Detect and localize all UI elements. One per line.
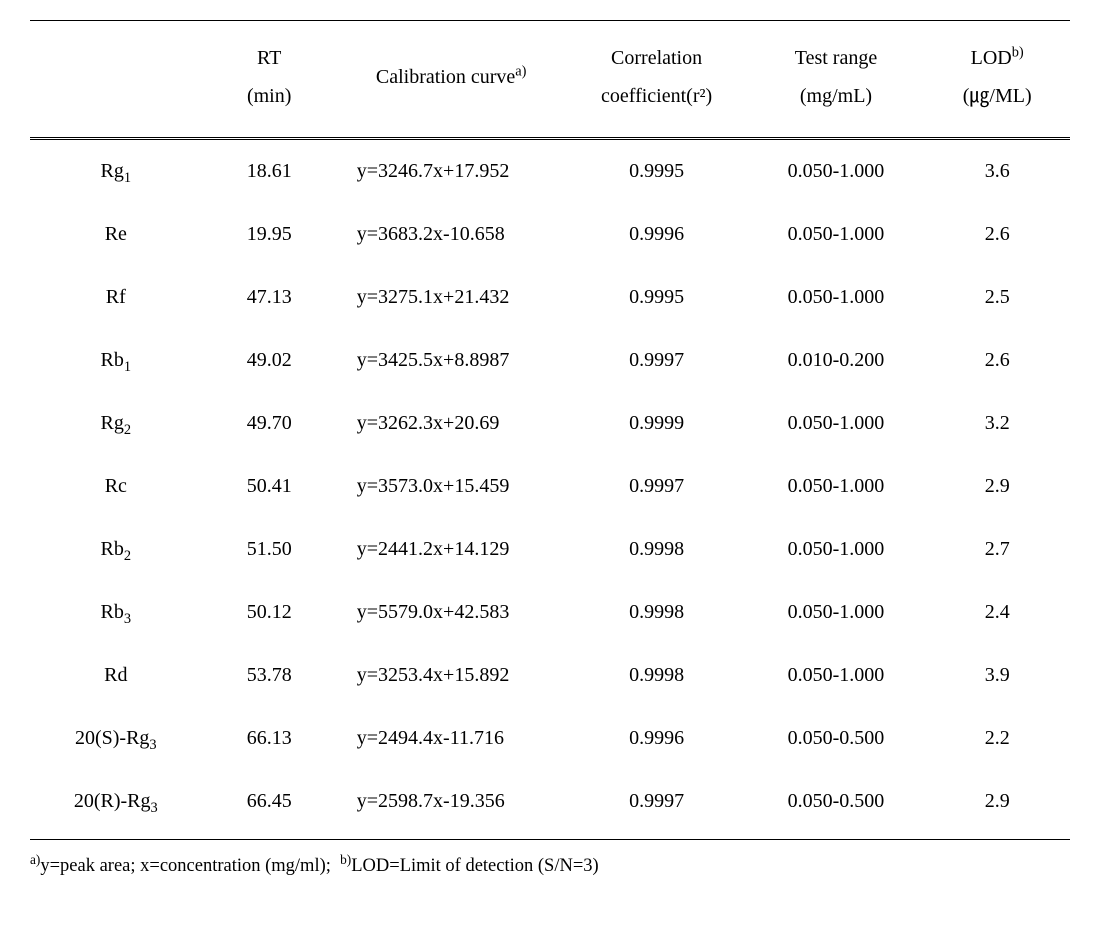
header-rt: RT(min) [202, 21, 337, 139]
footnote-b-marker: b) [340, 852, 351, 867]
table-row: Rf47.13y=3275.1x+21.4320.99950.050-1.000… [30, 266, 1070, 329]
cell-compound-name: 20(R)-Rg3 [30, 770, 202, 840]
cell-correlation: 0.9997 [566, 770, 748, 840]
cell-calibration: y=3275.1x+21.432 [337, 266, 566, 329]
cell-lod: 2.9 [924, 770, 1070, 840]
cell-correlation: 0.9998 [566, 581, 748, 644]
cell-test-range: 0.050-1.000 [748, 266, 925, 329]
cell-compound-name: Rd [30, 644, 202, 707]
cell-test-range: 0.050-1.000 [748, 644, 925, 707]
cell-compound-name: Rg2 [30, 392, 202, 455]
cell-compound-name: Rb2 [30, 518, 202, 581]
table-row: Rc50.41y=3573.0x+15.4590.99970.050-1.000… [30, 455, 1070, 518]
cell-lod: 2.6 [924, 329, 1070, 392]
cell-compound-name: 20(S)-Rg3 [30, 707, 202, 770]
cell-lod: 2.9 [924, 455, 1070, 518]
cell-test-range: 0.050-1.000 [748, 139, 925, 204]
cell-calibration: y=3246.7x+17.952 [337, 139, 566, 204]
cell-rt: 47.13 [202, 266, 337, 329]
header-correlation: Correlationcoefficient(r²) [566, 21, 748, 139]
cell-calibration: y=3425.5x+8.8987 [337, 329, 566, 392]
cell-test-range: 0.050-1.000 [748, 203, 925, 266]
cell-calibration: y=3573.0x+15.459 [337, 455, 566, 518]
cell-test-range: 0.050-0.500 [748, 770, 925, 840]
cell-lod: 2.5 [924, 266, 1070, 329]
footnote-a-marker: a) [30, 852, 40, 867]
table-row: 20(R)-Rg366.45y=2598.7x-19.3560.99970.05… [30, 770, 1070, 840]
cell-correlation: 0.9999 [566, 392, 748, 455]
cell-lod: 2.7 [924, 518, 1070, 581]
cell-lod: 3.2 [924, 392, 1070, 455]
table-row: Rd53.78y=3253.4x+15.8920.99980.050-1.000… [30, 644, 1070, 707]
cell-test-range: 0.050-0.500 [748, 707, 925, 770]
cell-calibration: y=2598.7x-19.356 [337, 770, 566, 840]
cell-calibration: y=5579.0x+42.583 [337, 581, 566, 644]
cell-lod: 3.6 [924, 139, 1070, 204]
table-row: 20(S)-Rg366.13y=2494.4x-11.7160.99960.05… [30, 707, 1070, 770]
table-row: Rb350.12y=5579.0x+42.5830.99980.050-1.00… [30, 581, 1070, 644]
cell-test-range: 0.050-1.000 [748, 455, 925, 518]
cell-compound-name: Rg1 [30, 139, 202, 204]
header-name [30, 21, 202, 139]
header-calibration: Calibration curvea) [337, 21, 566, 139]
cell-rt: 19.95 [202, 203, 337, 266]
cell-correlation: 0.9995 [566, 266, 748, 329]
cell-lod: 2.4 [924, 581, 1070, 644]
cell-rt: 49.70 [202, 392, 337, 455]
table-row: Re19.95y=3683.2x-10.6580.99960.050-1.000… [30, 203, 1070, 266]
ginsenoside-calibration-table: RT(min) Calibration curvea) Correlationc… [30, 20, 1070, 840]
cell-rt: 18.61 [202, 139, 337, 204]
header-lod: LODb)(㎍/ML) [924, 21, 1070, 139]
header-range: Test range(mg/mL) [748, 21, 925, 139]
table-row: Rb251.50y=2441.2x+14.1290.99980.050-1.00… [30, 518, 1070, 581]
cell-correlation: 0.9997 [566, 455, 748, 518]
cell-compound-name: Re [30, 203, 202, 266]
cell-rt: 53.78 [202, 644, 337, 707]
cell-calibration: y=3253.4x+15.892 [337, 644, 566, 707]
cell-rt: 66.13 [202, 707, 337, 770]
cell-rt: 50.12 [202, 581, 337, 644]
cell-correlation: 0.9996 [566, 203, 748, 266]
table-footnote: a)y=peak area; x=concentration (mg/ml); … [30, 856, 1070, 877]
cell-rt: 66.45 [202, 770, 337, 840]
cell-compound-name: Rc [30, 455, 202, 518]
cell-lod: 3.9 [924, 644, 1070, 707]
cell-test-range: 0.050-1.000 [748, 392, 925, 455]
cell-rt: 50.41 [202, 455, 337, 518]
table-row: Rb149.02y=3425.5x+8.89870.99970.010-0.20… [30, 329, 1070, 392]
cell-calibration: y=3683.2x-10.658 [337, 203, 566, 266]
cell-correlation: 0.9997 [566, 329, 748, 392]
cell-compound-name: Rf [30, 266, 202, 329]
cell-test-range: 0.050-1.000 [748, 581, 925, 644]
cell-calibration: y=2494.4x-11.716 [337, 707, 566, 770]
cell-correlation: 0.9996 [566, 707, 748, 770]
footnote-a-text: y=peak area; x=concentration (mg/ml); [40, 856, 331, 876]
cell-calibration: y=2441.2x+14.129 [337, 518, 566, 581]
cell-lod: 2.6 [924, 203, 1070, 266]
cell-calibration: y=3262.3x+20.69 [337, 392, 566, 455]
cell-correlation: 0.9998 [566, 518, 748, 581]
table-body: Rg118.61y=3246.7x+17.9520.99950.050-1.00… [30, 139, 1070, 840]
cell-rt: 51.50 [202, 518, 337, 581]
cell-test-range: 0.010-0.200 [748, 329, 925, 392]
cell-compound-name: Rb3 [30, 581, 202, 644]
footnote-b-text: LOD=Limit of detection (S/N=3) [351, 856, 598, 876]
cell-lod: 2.2 [924, 707, 1070, 770]
table-row: Rg118.61y=3246.7x+17.9520.99950.050-1.00… [30, 139, 1070, 204]
cell-correlation: 0.9995 [566, 139, 748, 204]
cell-correlation: 0.9998 [566, 644, 748, 707]
table-row: Rg249.70y=3262.3x+20.690.99990.050-1.000… [30, 392, 1070, 455]
table-header-row: RT(min) Calibration curvea) Correlationc… [30, 21, 1070, 139]
cell-rt: 49.02 [202, 329, 337, 392]
cell-compound-name: Rb1 [30, 329, 202, 392]
cell-test-range: 0.050-1.000 [748, 518, 925, 581]
